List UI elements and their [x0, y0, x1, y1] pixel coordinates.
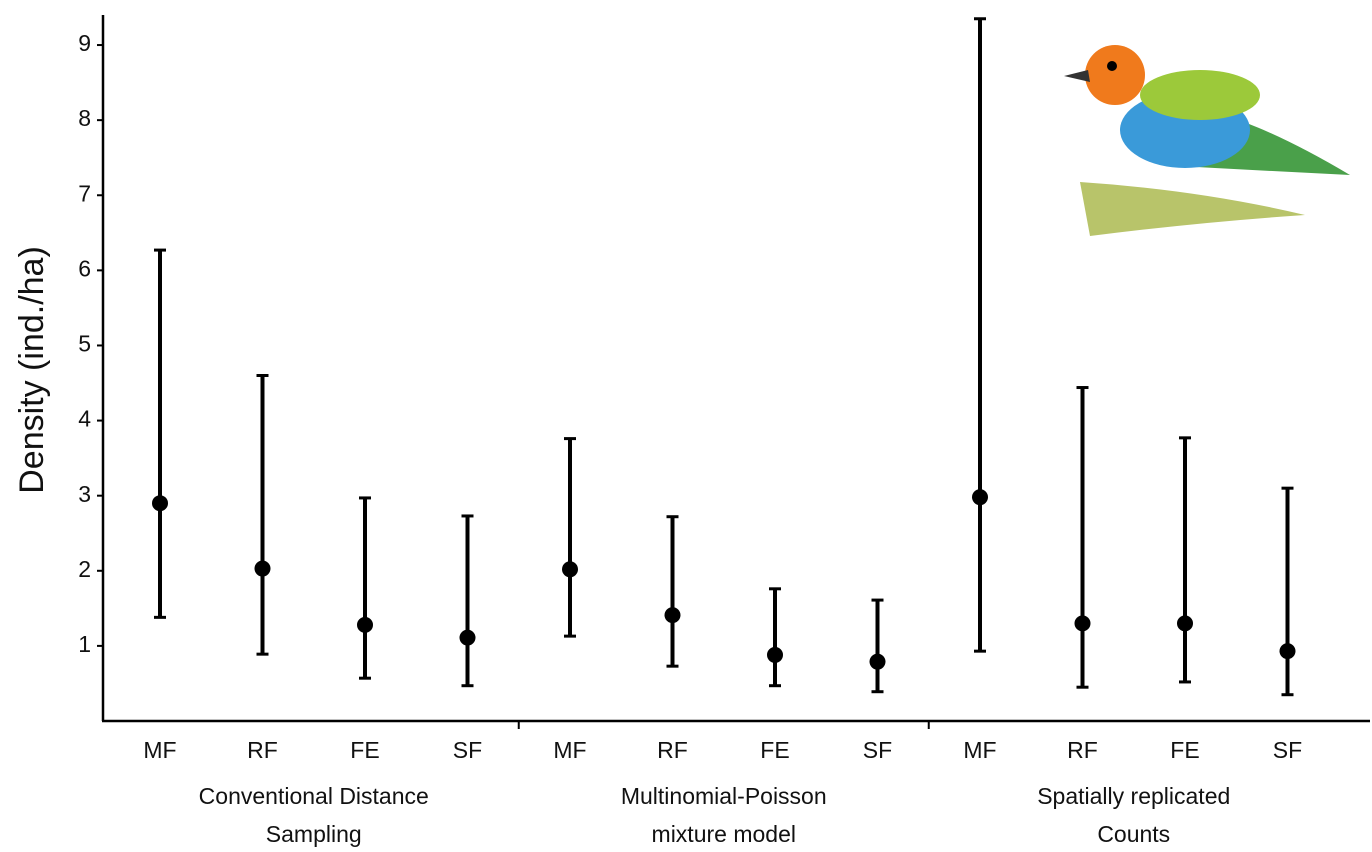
- point: [1177, 615, 1193, 632]
- point: [459, 629, 476, 646]
- point: [767, 646, 783, 663]
- y-tick-label: 7: [78, 180, 91, 206]
- point: [1279, 643, 1296, 660]
- x-tick-label: RF: [247, 737, 278, 763]
- x-tick-label: MF: [143, 737, 176, 763]
- x-tick-label: SF: [453, 737, 482, 763]
- point: [562, 561, 578, 578]
- point: [1074, 615, 1091, 632]
- group-label: Conventional Distance: [199, 783, 429, 809]
- x-tick-label: SF: [1273, 737, 1302, 763]
- x-tick-label: MF: [963, 737, 996, 763]
- group-label: mixture model: [652, 821, 796, 847]
- x-tick-label: RF: [657, 737, 688, 763]
- y-tick-label: 5: [78, 331, 91, 357]
- y-tick-label: 3: [78, 481, 91, 507]
- group-label: Sampling: [266, 821, 362, 847]
- point: [972, 489, 988, 506]
- point: [869, 653, 886, 670]
- x-tick-label: SF: [863, 737, 892, 763]
- x-tick-label: FE: [1170, 737, 1199, 763]
- point: [254, 560, 271, 577]
- point: [664, 607, 681, 624]
- bird-illustration: [1064, 45, 1350, 236]
- group-label: Counts: [1097, 821, 1170, 847]
- x-tick-label: FE: [760, 737, 789, 763]
- group-label: Spatially replicated: [1037, 783, 1230, 809]
- y-tick-label: 1: [78, 631, 91, 657]
- point: [357, 616, 373, 633]
- point: [152, 495, 168, 512]
- y-axis-title: Density (ind./ha): [13, 246, 51, 494]
- y-tick-label: 2: [78, 556, 91, 582]
- y-tick-label: 9: [78, 30, 91, 56]
- x-tick-label: FE: [350, 737, 379, 763]
- x-tick-label: MF: [553, 737, 586, 763]
- y-tick-label: 6: [78, 255, 91, 281]
- y-tick-label: 4: [78, 406, 91, 432]
- x-tick-label: RF: [1067, 737, 1098, 763]
- y-tick-label: 8: [78, 105, 91, 131]
- group-label: Multinomial-Poisson: [621, 783, 827, 809]
